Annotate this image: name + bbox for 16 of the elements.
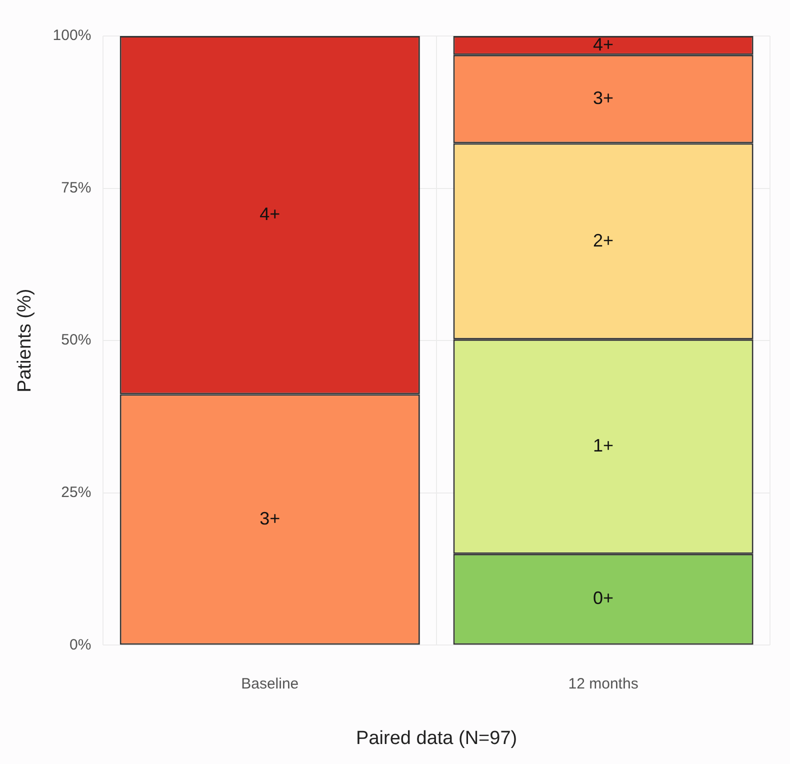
y-axis-title: Patients (%) [14,288,36,392]
y-tick-label: 50% [61,332,92,349]
y-tick-label: 75% [61,179,92,196]
series-label: 1+ [593,436,614,456]
series-label: 2+ [593,230,614,250]
series-label: 0+ [593,588,614,608]
x-tick-label: Baseline [241,675,299,692]
text: 4+ [260,204,280,224]
x-tick-label: 12 months [568,675,638,692]
series-label: 4+ [593,34,614,54]
series-label: 3+ [593,88,614,108]
y-tick-label: 0% [69,636,92,654]
y-tick-label: 25% [61,484,92,502]
y-tick-label: 100% [52,27,92,44]
x-axis-title: Paired data (N=97) [356,728,518,749]
text: 3+ [260,508,280,528]
